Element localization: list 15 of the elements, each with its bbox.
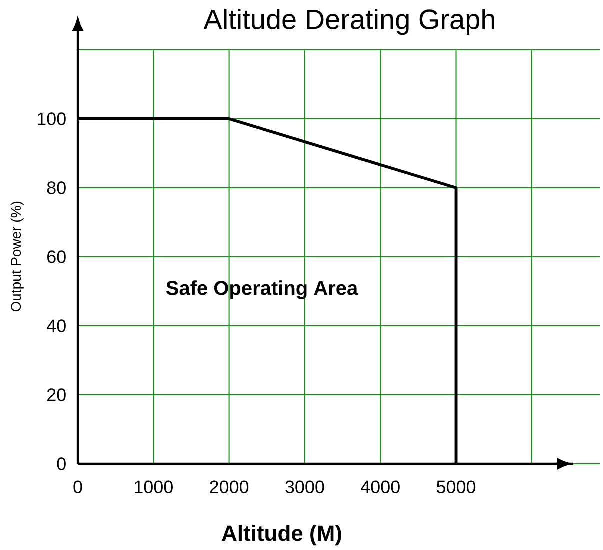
x-tick-label: 1000 [135, 480, 173, 494]
y-tick-label: 60 [48, 250, 66, 264]
x-axis-title: Altitude (M) [222, 525, 342, 546]
x-tick-label: 2000 [210, 480, 249, 494]
y-tick-label: 40 [47, 320, 66, 332]
y-axis-title: Output Power (%) [10, 202, 24, 312]
y-tick-label: 20 [48, 388, 66, 402]
x-tick-label: 5000 [436, 480, 476, 494]
x-tick-label: 3000 [286, 480, 324, 494]
x-tick-label: 0 [74, 480, 82, 494]
chart-title: Altitude Derating Graph [204, 8, 494, 36]
x-tick-label: 4000 [361, 480, 400, 494]
y-tick-label: 100 [38, 112, 66, 126]
y-tick-label: 80 [47, 182, 66, 194]
y-tick-label: 0 [57, 458, 66, 470]
